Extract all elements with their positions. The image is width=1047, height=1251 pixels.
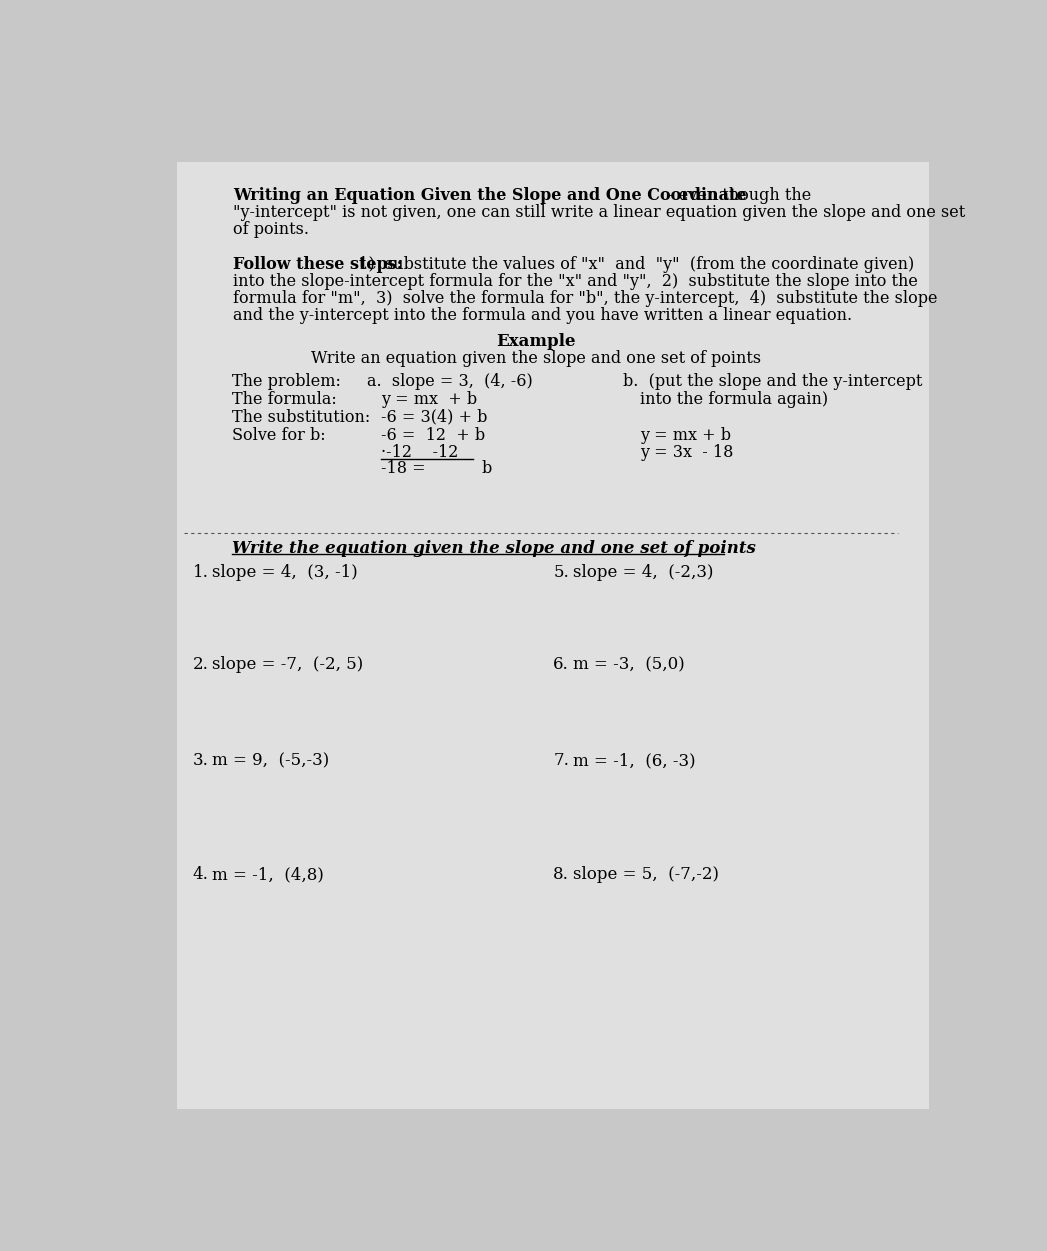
Text: slope = 4,  (-2,3): slope = 4, (-2,3) (573, 564, 713, 580)
Text: 4.: 4. (193, 866, 208, 883)
Text: -18 =           b: -18 = b (381, 460, 492, 478)
Text: b.  (put the slope and the y-intercept: b. (put the slope and the y-intercept (623, 373, 922, 390)
Text: and the y-intercept into the formula and you have written a linear equation.: and the y-intercept into the formula and… (233, 308, 852, 324)
Text: Write the equation given the slope and one set of points: Write the equation given the slope and o… (231, 539, 756, 557)
Text: - even though the: - even though the (663, 188, 810, 204)
Text: y = mx  + b: y = mx + b (381, 392, 477, 408)
Text: -6 = 3(4) + b: -6 = 3(4) + b (381, 409, 488, 425)
Text: slope = 5,  (-7,-2): slope = 5, (-7,-2) (573, 866, 718, 883)
Text: m = -1,  (4,8): m = -1, (4,8) (213, 866, 325, 883)
Text: 1.: 1. (193, 564, 208, 580)
Text: The problem:: The problem: (231, 373, 340, 390)
Text: m = -3,  (5,0): m = -3, (5,0) (573, 656, 685, 673)
Text: 5.: 5. (553, 564, 569, 580)
Text: Write an equation given the slope and one set of points: Write an equation given the slope and on… (311, 350, 761, 368)
Text: Solve for b:: Solve for b: (231, 427, 326, 444)
Text: 7.: 7. (553, 752, 570, 769)
Text: slope = -7,  (-2, 5): slope = -7, (-2, 5) (213, 656, 363, 673)
Text: 1)  substitute the values of "x"  and  "y"  (from the coordinate given): 1) substitute the values of "x" and "y" … (348, 256, 914, 274)
Text: 3.: 3. (193, 752, 208, 769)
Text: ·-12    -12: ·-12 -12 (381, 444, 459, 462)
Text: 2.: 2. (193, 656, 208, 673)
Text: "y-intercept" is not given, one can still write a linear equation given the slop: "y-intercept" is not given, one can stil… (233, 204, 965, 221)
Text: formula for "m",  3)  solve the formula for "b", the y-intercept,  4)  substitut: formula for "m", 3) solve the formula fo… (233, 290, 938, 308)
Text: y = 3x  - 18: y = 3x - 18 (640, 444, 734, 462)
Text: 8.: 8. (553, 866, 570, 883)
Text: Writing an Equation Given the Slope and One Coordinate: Writing an Equation Given the Slope and … (233, 188, 747, 204)
Text: of points.: of points. (233, 221, 309, 238)
Text: a.  slope = 3,  (4, -6): a. slope = 3, (4, -6) (367, 373, 533, 390)
FancyBboxPatch shape (177, 161, 929, 1108)
Text: The substitution:: The substitution: (231, 409, 370, 425)
Text: Follow these steps:: Follow these steps: (233, 256, 403, 274)
Text: The formula:: The formula: (231, 392, 336, 408)
Text: Example: Example (496, 333, 576, 350)
Text: slope = 4,  (3, -1): slope = 4, (3, -1) (213, 564, 358, 580)
Text: into the formula again): into the formula again) (640, 392, 828, 408)
Text: 6.: 6. (553, 656, 569, 673)
Text: into the slope-intercept formula for the "x" and "y",  2)  substitute the slope : into the slope-intercept formula for the… (233, 273, 918, 290)
Text: m = 9,  (-5,-3): m = 9, (-5,-3) (213, 752, 330, 769)
Text: m = -1,  (6, -3): m = -1, (6, -3) (573, 752, 695, 769)
Text: -6 =  12  + b: -6 = 12 + b (381, 427, 486, 444)
Text: y = mx + b: y = mx + b (640, 427, 731, 444)
